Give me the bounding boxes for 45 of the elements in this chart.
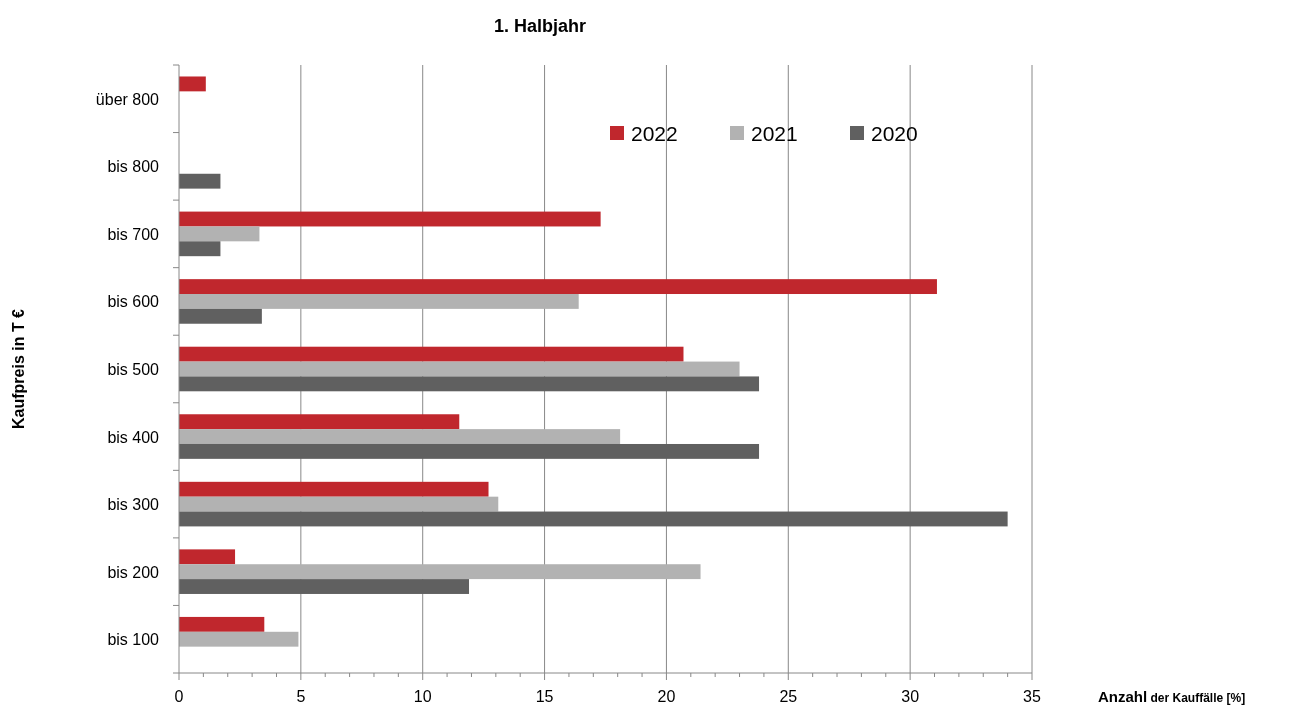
bar — [179, 564, 701, 580]
bar — [179, 241, 221, 257]
bar — [179, 579, 470, 594]
bar — [179, 549, 236, 565]
bar — [179, 211, 601, 227]
x-tick-label: 15 — [535, 688, 554, 705]
y-tick-label: bis 100 — [107, 631, 160, 649]
y-tick-label: bis 300 — [107, 496, 160, 514]
x-axis-title: Anzahl der Kauffälle [%] — [1098, 688, 1246, 705]
bar — [179, 346, 684, 362]
bar — [179, 226, 260, 242]
bar — [179, 308, 262, 324]
x-tick-label: 10 — [413, 688, 432, 705]
y-tick-label: bis 600 — [107, 293, 160, 311]
bar — [179, 481, 489, 497]
bar — [179, 361, 740, 377]
legend-label: 2020 — [871, 122, 918, 145]
x-tick-label: 30 — [901, 688, 920, 705]
bar — [179, 376, 760, 392]
y-tick-label: über 800 — [95, 90, 160, 108]
bar — [179, 279, 937, 295]
x-tick-label: 0 — [174, 688, 184, 705]
y-axis-title: Kaufpreis in T € — [10, 308, 27, 430]
bar — [179, 429, 621, 444]
y-tick-label: bis 700 — [107, 225, 160, 243]
chart-title: 1. Halbjahr — [493, 16, 587, 36]
y-tick-label: bis 800 — [107, 158, 160, 176]
legend-label: 2021 — [751, 122, 798, 145]
x-tick-label: 20 — [657, 688, 676, 705]
y-tick-label: bis 500 — [107, 361, 160, 378]
bar — [179, 294, 579, 309]
bar — [179, 511, 1008, 527]
bar — [179, 443, 760, 459]
bar — [179, 76, 206, 92]
bar — [179, 616, 265, 632]
x-tick-label: 25 — [779, 688, 798, 705]
x-tick-label: 5 — [296, 688, 306, 705]
bar — [179, 414, 460, 430]
y-tick-label: bis 400 — [107, 428, 160, 446]
legend-label: 2022 — [631, 122, 678, 145]
x-tick-label: 35 — [1023, 688, 1041, 705]
bar — [179, 496, 499, 512]
bar — [179, 173, 221, 189]
bar — [179, 631, 299, 647]
y-tick-label: bis 200 — [107, 563, 160, 581]
